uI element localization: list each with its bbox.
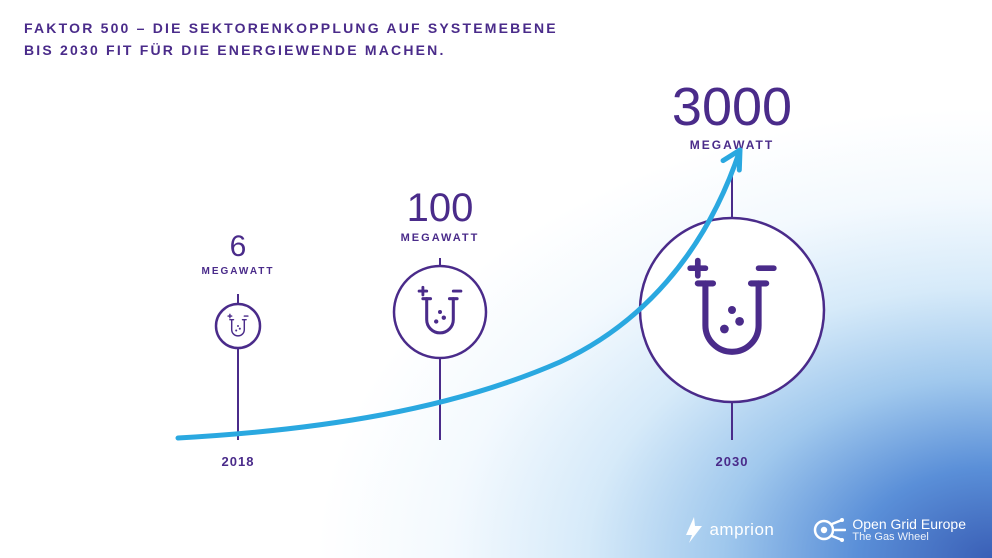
amprion-text: amprion xyxy=(709,520,774,540)
oge-text-2: The Gas Wheel xyxy=(852,532,966,544)
logo-bar: amprion Open Grid Europe The Gas Wheel xyxy=(683,516,966,544)
chart-stage xyxy=(0,0,992,558)
title-line-1: FAKTOR 500 – DIE SEKTORENKOPPLUNG AUF SY… xyxy=(24,20,558,36)
oge-icon xyxy=(812,516,846,544)
page-title: FAKTOR 500 – DIE SEKTORENKOPPLUNG AUF SY… xyxy=(24,18,558,61)
oge-logo: Open Grid Europe The Gas Wheel xyxy=(812,516,966,544)
amprion-icon xyxy=(683,516,705,544)
title-line-2: BIS 2030 FIT FÜR DIE ENERGIEWENDE MACHEN… xyxy=(24,42,446,58)
amprion-logo: amprion xyxy=(683,516,774,544)
oge-text-1: Open Grid Europe xyxy=(852,517,966,532)
